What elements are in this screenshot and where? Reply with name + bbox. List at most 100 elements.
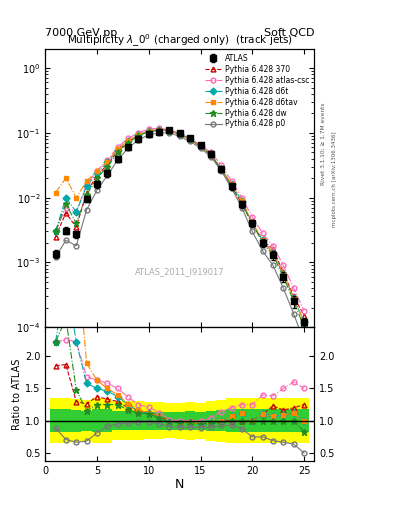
Pythia 6.428 dw [198,143,203,150]
Line: Pythia 6.428 d6t: Pythia 6.428 d6t [53,128,307,325]
Pythia 6.428 d6t [157,127,162,133]
Legend: ATLAS, Pythia 6.428 370, Pythia 6.428 atlas-csc, Pythia 6.428 d6t, Pythia 6.428 : ATLAS, Pythia 6.428 370, Pythia 6.428 at… [203,52,310,130]
Pythia 6.428 d6tav [84,178,89,184]
Pythia 6.428 atlas-csc [260,230,265,237]
Pythia 6.428 p0 [250,228,255,234]
X-axis label: N: N [175,478,184,492]
Pythia 6.428 d6tav [260,237,265,243]
Pythia 6.428 dw [250,220,255,226]
Pythia 6.428 370 [209,152,213,158]
Pythia 6.428 dw [95,175,99,181]
Pythia 6.428 atlas-csc [146,126,151,132]
Pythia 6.428 p0 [260,248,265,254]
Pythia 6.428 d6tav [302,319,307,325]
Pythia 6.428 p0 [146,132,151,138]
Pythia 6.428 p0 [291,311,296,317]
Pythia 6.428 dw [291,298,296,305]
Pythia 6.428 dw [209,152,213,158]
Text: 7000 GeV pp: 7000 GeV pp [45,28,118,38]
Pythia 6.428 d6tav [64,175,68,181]
Pythia 6.428 d6t [146,128,151,134]
Pythia 6.428 d6tav [209,152,213,158]
Pythia 6.428 d6t [84,183,89,189]
Pythia 6.428 d6tav [157,127,162,133]
Pythia 6.428 370 [198,143,203,150]
Pythia 6.428 atlas-csc [188,135,193,141]
Pythia 6.428 p0 [126,145,130,151]
Pythia 6.428 atlas-csc [291,285,296,291]
Pythia 6.428 dw [229,183,234,189]
Pythia 6.428 atlas-csc [271,243,275,249]
Pythia 6.428 d6tav [291,295,296,301]
Pythia 6.428 dw [302,324,307,330]
Pythia 6.428 d6t [302,319,307,325]
Pythia 6.428 atlas-csc [281,262,286,268]
Pythia 6.428 d6t [198,143,203,150]
Pythia 6.428 370 [271,246,275,252]
Pythia 6.428 370 [136,132,141,138]
Pythia 6.428 dw [74,220,79,226]
Pythia 6.428 atlas-csc [136,130,141,136]
Pythia 6.428 atlas-csc [157,125,162,131]
Pythia 6.428 p0 [302,338,307,345]
Pythia 6.428 d6tav [95,168,99,174]
Pythia 6.428 d6tav [240,198,244,204]
Pythia 6.428 d6t [136,132,141,138]
Pythia 6.428 d6tav [146,128,151,134]
Pythia 6.428 p0 [198,145,203,151]
Pythia 6.428 d6tav [229,181,234,187]
Pythia 6.428 370 [250,220,255,226]
Pythia 6.428 atlas-csc [219,162,224,168]
Pythia 6.428 d6tav [198,143,203,150]
Pythia 6.428 370 [188,136,193,142]
Pythia 6.428 p0 [209,154,213,160]
Pythia 6.428 370 [146,127,151,134]
Pythia 6.428 d6t [271,250,275,256]
Pythia 6.428 dw [115,150,120,156]
Pythia 6.428 370 [167,127,172,133]
Pythia 6.428 d6t [281,271,286,278]
Pythia 6.428 d6tav [219,165,224,172]
Pythia 6.428 dw [53,228,58,234]
Pythia 6.428 dw [240,201,244,207]
Pythia 6.428 dw [281,274,286,280]
Text: Rivet 3.1.10; ≥ 1.7M events: Rivet 3.1.10; ≥ 1.7M events [320,102,325,185]
Pythia 6.428 p0 [136,137,141,143]
Pythia 6.428 p0 [271,262,275,268]
Line: Pythia 6.428 d6tav: Pythia 6.428 d6tav [53,127,307,325]
Pythia 6.428 370 [105,162,110,168]
Pythia 6.428 d6t [115,146,120,153]
Pythia 6.428 370 [53,233,58,240]
Pythia 6.428 d6t [74,209,79,215]
Pythia 6.428 dw [271,252,275,258]
Pythia 6.428 d6t [260,237,265,243]
Pythia 6.428 dw [188,136,193,142]
Pythia 6.428 p0 [74,243,79,249]
Pythia 6.428 p0 [64,237,68,243]
Pythia 6.428 d6t [64,195,68,201]
Pythia 6.428 p0 [281,285,286,291]
Pythia 6.428 d6tav [167,127,172,134]
Pythia 6.428 p0 [53,254,58,260]
Pythia 6.428 370 [178,131,182,137]
Pythia 6.428 d6tav [281,271,286,278]
Y-axis label: Ratio to ATLAS: Ratio to ATLAS [12,358,22,430]
Pythia 6.428 370 [291,293,296,300]
Pythia 6.428 d6t [53,228,58,234]
Pythia 6.428 atlas-csc [229,178,234,184]
Pythia 6.428 370 [64,210,68,216]
Title: Multiplicity $\lambda\_0^0$ (charged only)  (track jets): Multiplicity $\lambda\_0^0$ (charged onl… [67,32,293,49]
Pythia 6.428 dw [260,240,265,246]
Pythia 6.428 p0 [84,207,89,213]
Pythia 6.428 p0 [115,157,120,163]
Pythia 6.428 atlas-csc [53,228,58,234]
Pythia 6.428 370 [219,165,224,172]
Pythia 6.428 dw [146,129,151,135]
Pythia 6.428 atlas-csc [240,195,244,201]
Pythia 6.428 atlas-csc [167,126,172,133]
Pythia 6.428 dw [167,127,172,134]
Pythia 6.428 d6tav [250,220,255,226]
Pythia 6.428 d6t [209,152,213,158]
Pythia 6.428 atlas-csc [209,150,213,156]
Pythia 6.428 p0 [229,185,234,191]
